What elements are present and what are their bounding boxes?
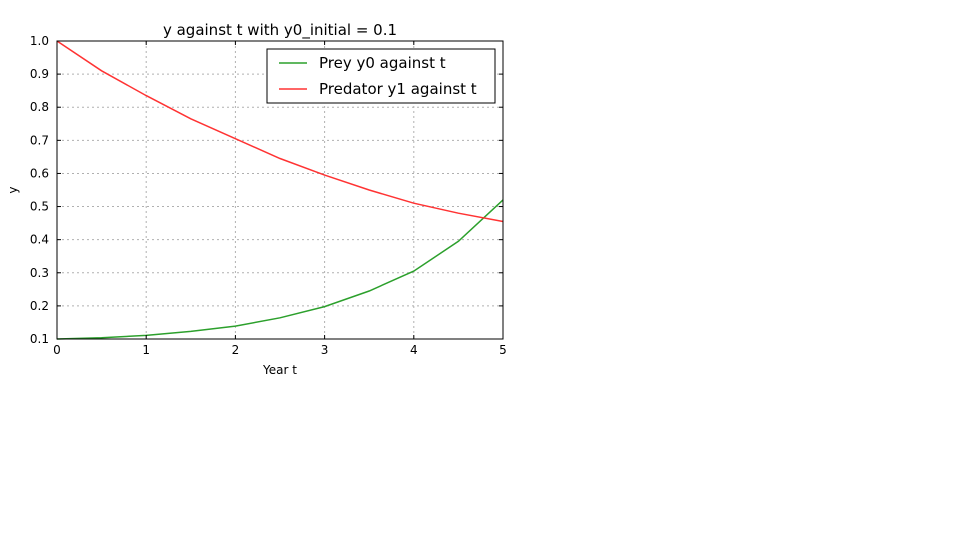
- plot-frame: [56, 40, 504, 340]
- series-lines: [56, 40, 504, 340]
- x-tick-label: 3: [321, 343, 329, 357]
- chart-title: y against t with y0_initial = 0.1: [163, 21, 397, 40]
- y-tick-label: 0.3: [30, 266, 49, 280]
- legend: Prey y0 against t Predator y1 against t: [266, 48, 496, 104]
- y-tick-label: 0.9: [30, 67, 49, 81]
- x-tick-label: 4: [410, 343, 418, 357]
- y-tick-label: 0.5: [30, 200, 49, 214]
- series-line-0: [56, 199, 504, 340]
- y-tick-label: 0.1: [30, 332, 49, 346]
- y-tick-label: 0.4: [30, 233, 49, 247]
- legend-label: Predator y1 against t: [319, 80, 477, 98]
- x-tick-label: 1: [142, 343, 150, 357]
- x-tick-label: 0: [53, 343, 61, 357]
- y-tick-label: 0.7: [30, 133, 49, 147]
- ticks: 0 1 2 3 4 5 0.1 0.2 0.3 0.4 0.5 0.6 0.7 0.8 0.9 1.0: [30, 34, 507, 357]
- y-tick-label: 0.6: [30, 166, 49, 180]
- y-tick-label: 0.2: [30, 299, 49, 313]
- y-axis-label: y: [6, 186, 20, 193]
- x-tick-label: 5: [499, 343, 507, 357]
- x-tick-label: 2: [232, 343, 240, 357]
- legend-box: [266, 48, 496, 104]
- x-axis-label: Year t: [262, 363, 297, 377]
- y-tick-label: 1.0: [30, 34, 49, 48]
- series-line-1: [56, 40, 504, 223]
- legend-label: Prey y0 against t: [319, 54, 446, 72]
- y-tick-label: 0.8: [30, 100, 49, 114]
